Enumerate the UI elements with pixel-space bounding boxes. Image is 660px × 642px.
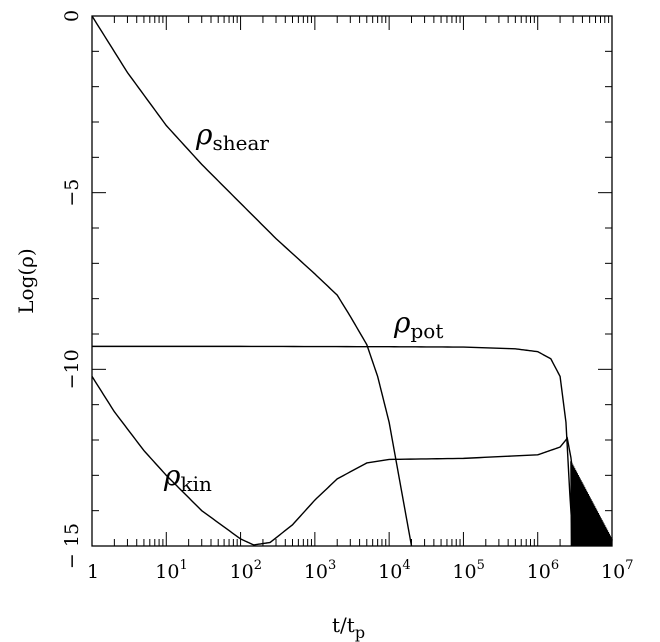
label-pot: ρpot bbox=[393, 306, 443, 343]
curve-kin bbox=[91, 376, 606, 547]
curves bbox=[91, 15, 613, 547]
label-kin: ρkin bbox=[163, 459, 212, 496]
x-axis-title: t/tp bbox=[332, 613, 365, 642]
y-axis-title: Log(ρ) bbox=[14, 248, 38, 314]
curve-shear bbox=[91, 15, 413, 547]
curve-pot bbox=[92, 345, 574, 547]
curve-kin-oscillation bbox=[570, 461, 613, 547]
label-shear: ρshear bbox=[195, 118, 269, 155]
x-tick-label: 104 bbox=[378, 558, 410, 583]
y-tick-label: −10 bbox=[61, 349, 83, 389]
x-tick-label: 101 bbox=[155, 558, 187, 583]
x-tick-label: 107 bbox=[601, 558, 633, 583]
x-tick-label: 106 bbox=[527, 558, 559, 583]
y-tick-label: 0 bbox=[61, 10, 83, 22]
tick-labels: 1 101 102 103 104 105 106 107 0 −5 −10 − 15 bbox=[61, 10, 633, 583]
y-tick-label: − 15 bbox=[61, 523, 83, 569]
plot-frame bbox=[91, 15, 613, 547]
x-tick-label: 1 bbox=[87, 561, 99, 583]
x-tick-label: 102 bbox=[230, 558, 262, 583]
x-tick-label: 105 bbox=[452, 558, 484, 583]
y-tick-label: −5 bbox=[61, 179, 83, 207]
x-tick-label: 103 bbox=[304, 558, 336, 583]
